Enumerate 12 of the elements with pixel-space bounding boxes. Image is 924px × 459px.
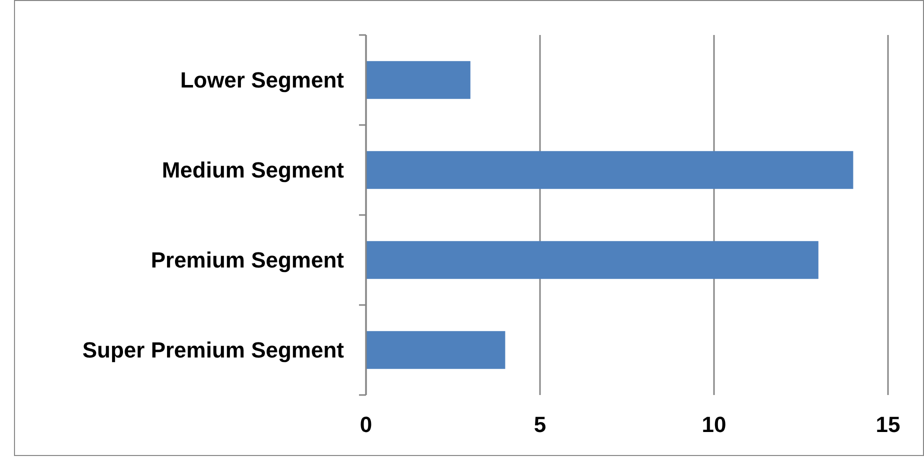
bar <box>366 151 854 189</box>
bar <box>366 241 818 279</box>
x-tick-label: 15 <box>876 412 900 437</box>
y-tick-label: Lower Segment <box>180 68 345 92</box>
x-tick-label: 5 <box>534 412 546 437</box>
bar <box>366 61 470 99</box>
x-tick-label: 10 <box>702 412 726 437</box>
y-tick-label: Premium Segment <box>150 248 345 272</box>
y-tick-label: Super Premium Segment <box>82 338 345 362</box>
y-tick-label: Medium Segment <box>162 158 345 182</box>
bar <box>366 331 506 369</box>
x-tick-label: 0 <box>360 412 372 437</box>
